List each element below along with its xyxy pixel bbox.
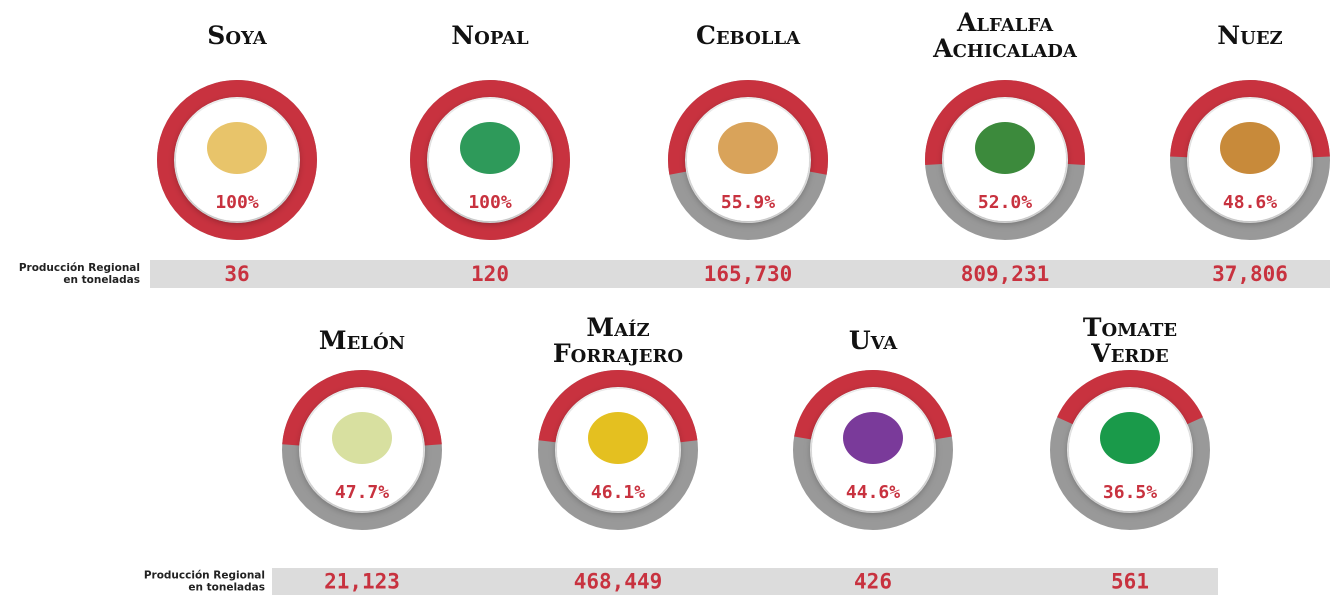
row-label: en toneladas (63, 274, 140, 286)
crop-icon (975, 122, 1035, 174)
crop-name: Forrajero (553, 339, 683, 368)
percent-label: 36.5% (1103, 482, 1157, 503)
percent-label: 44.6% (846, 482, 900, 503)
production-value: 120 (471, 262, 509, 286)
production-band (272, 568, 1218, 595)
production-value: 36 (224, 262, 249, 286)
row-label: en toneladas (188, 582, 265, 594)
crop-name: Tomate (1083, 313, 1177, 342)
production-value: 426 (854, 570, 892, 594)
crop-icon (718, 122, 778, 174)
percent-label: 48.6% (1223, 192, 1277, 213)
crop-name: Nuez (1217, 21, 1282, 50)
crop-name: Uva (849, 326, 898, 355)
crop-icon (588, 412, 648, 464)
crop-name: Alfalfa (956, 8, 1054, 37)
production-value: 468,449 (574, 570, 663, 594)
crop-icon (207, 122, 267, 174)
crop-name: Nopal (451, 21, 529, 50)
percent-label: 52.0% (978, 192, 1032, 213)
crop-name: Soya (207, 21, 267, 50)
percent-label: 46.1% (591, 482, 645, 503)
percent-label: 100% (215, 192, 259, 213)
row-label: Producción Regional (144, 570, 265, 582)
crop-icon (843, 412, 903, 464)
production-value: 21,123 (324, 570, 400, 594)
crop-name: Melón (319, 326, 405, 355)
crop-name: Cebolla (696, 21, 801, 50)
production-value: 165,730 (704, 262, 793, 286)
percent-label: 47.7% (335, 482, 389, 503)
crop-icon (1100, 412, 1160, 464)
crop-name: Verde (1090, 339, 1168, 368)
crop-icon (1220, 122, 1280, 174)
production-value: 809,231 (961, 262, 1050, 286)
crop-icon (460, 122, 520, 174)
crop-name: Achicalada (932, 34, 1078, 63)
infographic: Producción Regionalen toneladasSoya100%3… (0, 0, 1337, 595)
crop-icon (332, 412, 392, 464)
percent-label: 100% (468, 192, 512, 213)
crop-name: Maíz (586, 313, 649, 342)
row-label: Producción Regional (19, 262, 140, 274)
percent-label: 55.9% (721, 192, 775, 213)
production-value: 37,806 (1212, 262, 1288, 286)
production-value: 561 (1111, 570, 1149, 594)
